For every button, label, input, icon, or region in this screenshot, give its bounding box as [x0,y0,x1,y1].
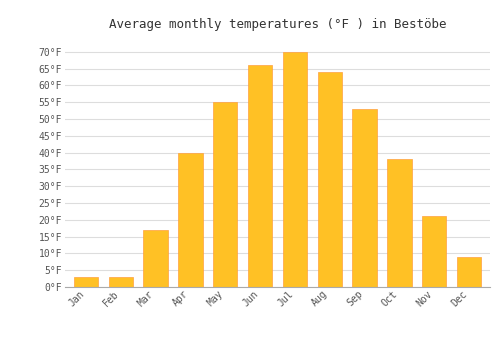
Bar [248,65,272,287]
Bar [213,102,238,287]
Bar [178,153,203,287]
Bar [282,52,307,287]
Bar [422,216,446,287]
Bar [352,109,377,287]
Bar [74,277,98,287]
Bar [318,72,342,287]
Bar [108,277,133,287]
Bar [457,257,481,287]
Bar [144,230,168,287]
Title: Average monthly temperatures (°F ) in Bestöbe: Average monthly temperatures (°F ) in Be… [109,18,446,31]
Bar [387,159,411,287]
